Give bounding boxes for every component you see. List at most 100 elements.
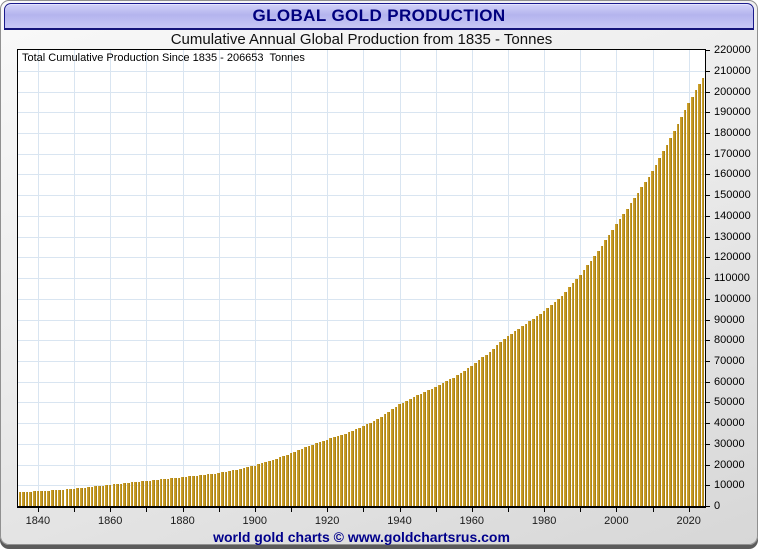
bar-year-1984: [557, 298, 560, 506]
bar-year-1975: [524, 323, 528, 506]
bar-year-2007: [640, 187, 644, 506]
bar-year-1909: [286, 454, 289, 506]
bar-year-2010: [651, 171, 654, 506]
bar-year-1854: [87, 487, 90, 506]
bar-year-2022: [694, 90, 698, 506]
bar-year-1935: [380, 416, 383, 506]
y-axis-label: 130000: [714, 230, 751, 243]
bar-year-1905: [271, 459, 275, 506]
bar-year-1989: [575, 279, 578, 506]
y-tick: [706, 485, 710, 487]
bar-year-2019: [683, 109, 687, 506]
bar-year-1995: [597, 251, 600, 506]
x-axis-label: 1880: [170, 515, 195, 527]
bar-year-1888: [210, 474, 213, 506]
y-tick: [706, 402, 710, 404]
x-tick: [74, 508, 75, 512]
bar-year-1986: [564, 291, 568, 506]
bar-year-2015: [669, 138, 672, 506]
bar-year-1917: [314, 443, 318, 506]
bar-year-1894: [231, 470, 235, 506]
bar-year-1921: [329, 438, 333, 506]
h-gridline: [18, 132, 705, 134]
y-axis-label: 30000: [714, 437, 745, 450]
x-tick: [399, 508, 401, 512]
y-tick: [706, 381, 710, 383]
bar-year-1838: [29, 491, 32, 506]
bar-year-1967: [495, 345, 499, 506]
footer-credit: world gold charts © www.goldchartsrus.co…: [213, 529, 510, 545]
bar-year-1839: [32, 491, 36, 506]
v-gridline: [399, 50, 401, 506]
y-tick: [706, 215, 710, 217]
bar-year-2000: [615, 224, 618, 506]
bar-year-1939: [394, 406, 398, 506]
bar-year-1890: [217, 473, 220, 506]
bar-year-1957: [459, 372, 463, 506]
v-gridline: [544, 50, 546, 506]
bar-year-1934: [376, 418, 380, 506]
bar-year-1886: [202, 474, 206, 506]
h-gridline: [18, 340, 705, 342]
bar-year-1962: [477, 360, 481, 506]
bar-year-1950: [434, 386, 437, 506]
h-gridline: [18, 278, 705, 279]
h-gridline: [18, 70, 705, 72]
bar-year-1879: [177, 477, 181, 506]
bar-year-1863: [119, 483, 123, 506]
bar-year-1993: [589, 260, 593, 506]
bar-year-1920: [325, 439, 329, 506]
x-tick: [580, 508, 582, 512]
bar-year-1919: [322, 440, 325, 506]
bar-year-1999: [611, 229, 615, 506]
bar-year-1983: [553, 301, 557, 506]
bar-year-1966: [492, 348, 495, 506]
y-axis-label: 140000: [714, 209, 751, 222]
bar-year-1960: [470, 366, 474, 506]
bar-year-1851: [76, 488, 79, 506]
bar-year-1852: [79, 488, 83, 506]
bar-year-1946: [419, 393, 423, 506]
bar-year-1895: [235, 469, 239, 506]
v-gridline: [254, 50, 256, 506]
bar-year-1948: [427, 390, 430, 506]
bar-year-1908: [282, 455, 286, 506]
bar-year-2004: [629, 203, 633, 506]
bar-year-1876: [166, 478, 170, 506]
bar-year-2013: [662, 151, 665, 506]
bar-year-1840: [36, 491, 40, 506]
y-axis-label: 80000: [714, 334, 745, 347]
bar-year-2005: [633, 198, 636, 506]
bar-year-1849: [69, 489, 72, 506]
bar-year-1937: [387, 411, 390, 506]
bar-year-1889: [213, 473, 217, 506]
v-gridline: [146, 50, 148, 506]
y-tick: [706, 340, 710, 342]
bar-year-2020: [687, 102, 691, 506]
v-gridline: [291, 50, 292, 506]
v-gridline: [182, 50, 184, 506]
bar-year-2016: [672, 131, 676, 506]
bar-year-1938: [390, 409, 394, 506]
v-gridline: [507, 50, 509, 506]
bar-year-2018: [680, 116, 683, 506]
bar-year-2021: [691, 96, 694, 506]
x-tick: [37, 508, 39, 512]
bar-year-1994: [593, 255, 597, 506]
bar-year-1954: [448, 379, 452, 506]
bar-year-1885: [199, 475, 202, 506]
bar-year-1873: [155, 479, 159, 506]
bar-year-1988: [571, 283, 575, 506]
bar-year-1891: [220, 472, 224, 506]
y-tick: [706, 174, 710, 176]
x-tick: [327, 508, 329, 512]
bar-year-1951: [437, 385, 441, 506]
bar-year-1932: [369, 422, 372, 506]
bar-year-1862: [116, 483, 119, 506]
bar-year-2023: [698, 83, 701, 506]
bar-year-1970: [506, 336, 510, 506]
v-gridline: [363, 50, 365, 506]
bar-year-1860: [108, 484, 112, 506]
y-axis-label: 170000: [714, 147, 751, 160]
y-axis-label: 70000: [714, 354, 745, 367]
